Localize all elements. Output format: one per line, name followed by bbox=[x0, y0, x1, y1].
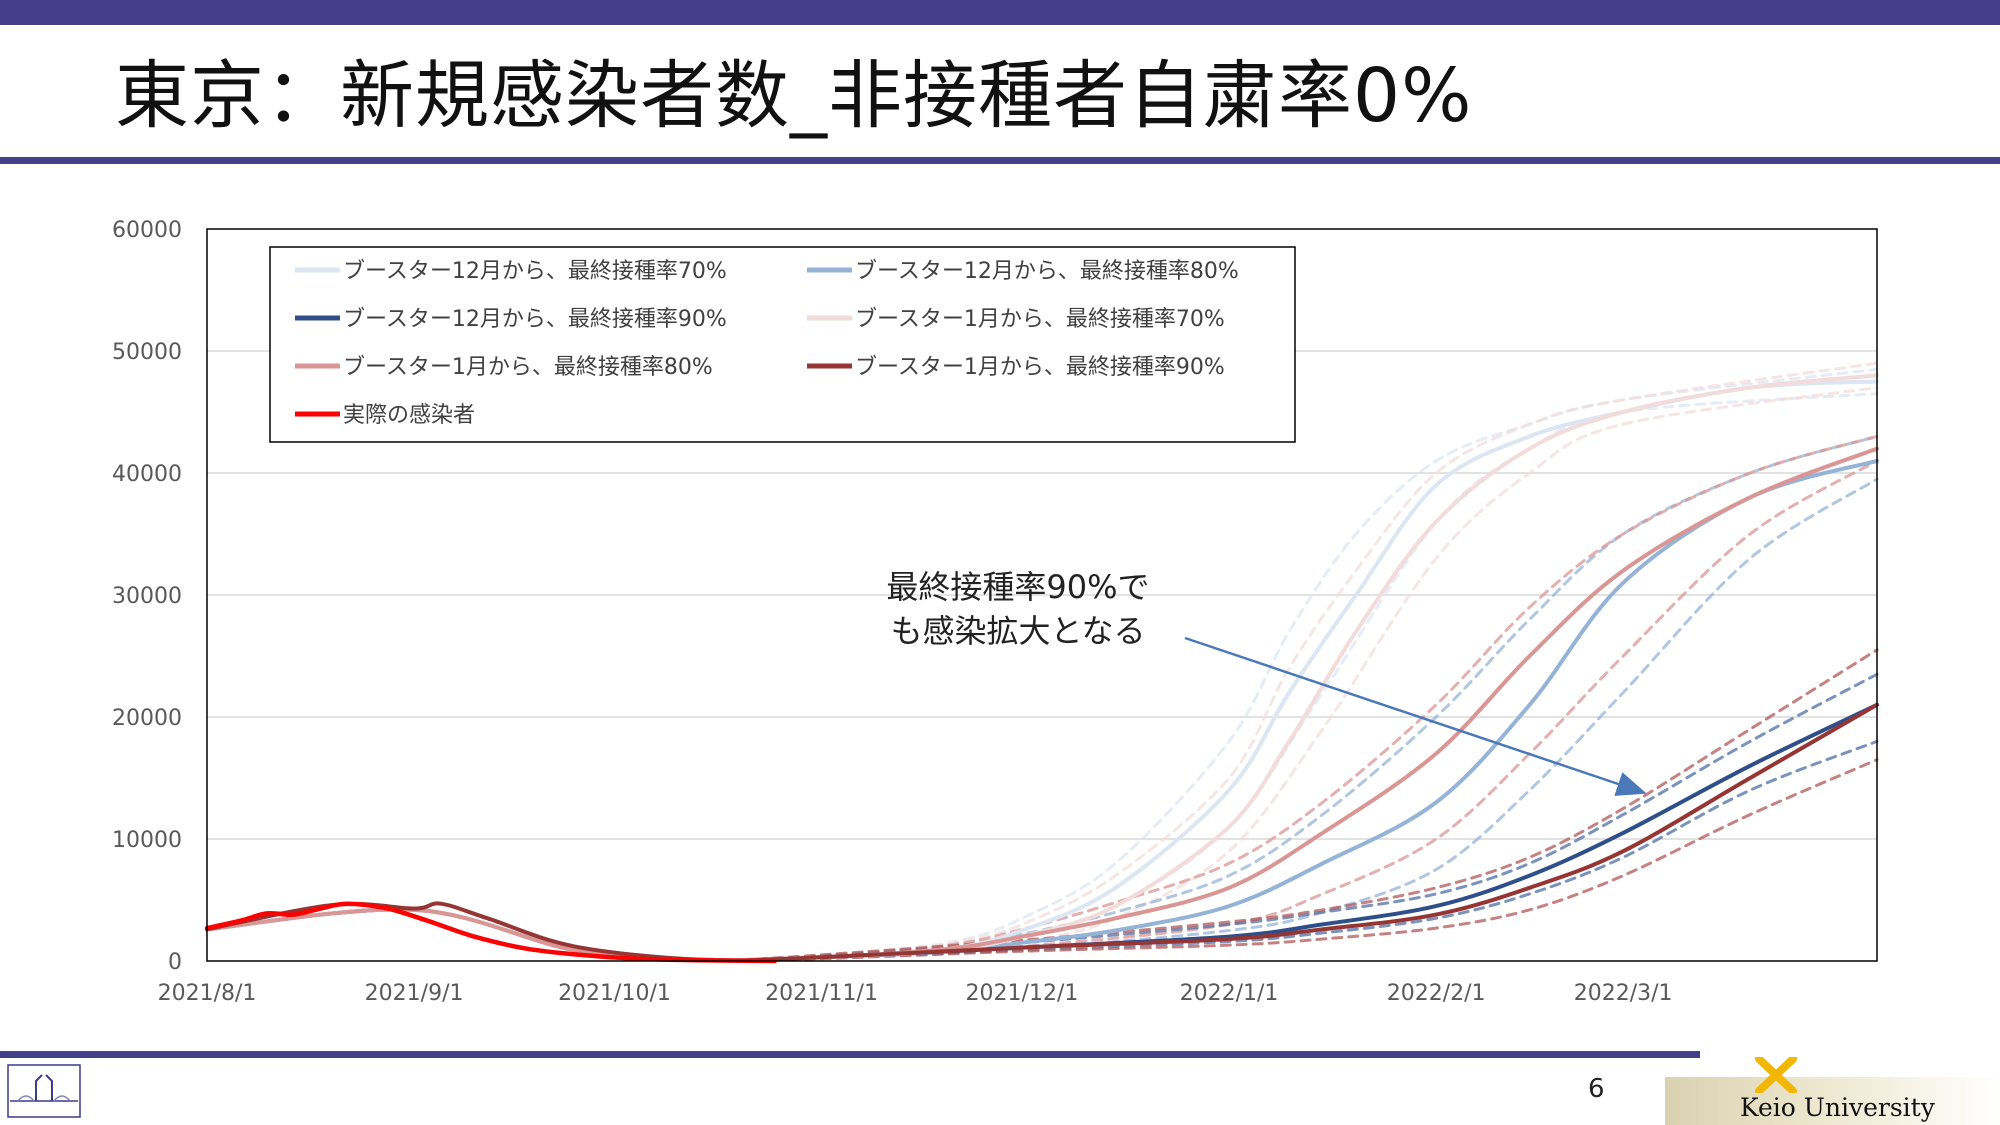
crossed-pens-icon bbox=[1755, 1057, 1797, 1093]
x-tick-label: 2021/8/1 bbox=[158, 981, 257, 1006]
legend-label: ブースター12月から、最終接種率80% bbox=[855, 259, 1239, 284]
x-tick-label: 2022/3/1 bbox=[1574, 981, 1673, 1006]
annotation-line-2: も感染拡大となる bbox=[890, 612, 1145, 650]
legend-label: ブースター1月から、最終接種率80% bbox=[343, 355, 713, 380]
lab-logo-icon bbox=[7, 1064, 81, 1118]
scenario-dashed-line bbox=[739, 739, 1879, 962]
y-tick-label: 10000 bbox=[112, 828, 182, 853]
y-tick-label: 50000 bbox=[112, 340, 182, 365]
legend-label: ブースター12月から、最終接種率70% bbox=[343, 259, 727, 284]
page-title: 東京：新規感染者数_非接種者自粛率0% bbox=[115, 53, 1473, 139]
plot-frame bbox=[206, 228, 1878, 962]
legend-label: ブースター1月から、最終接種率90% bbox=[855, 355, 1225, 380]
legend-label: ブースター12月から、最終接種率90% bbox=[343, 307, 727, 332]
keio-logo: Keio University bbox=[1665, 1057, 2000, 1125]
y-tick-label: 0 bbox=[168, 950, 182, 975]
top-band bbox=[0, 0, 2000, 25]
y-tick-label: 30000 bbox=[112, 584, 182, 609]
x-tick-label: 2022/1/1 bbox=[1180, 981, 1279, 1006]
x-tick-label: 2021/11/1 bbox=[765, 981, 878, 1006]
x-tick-label: 2021/9/1 bbox=[365, 981, 464, 1006]
legend-box bbox=[269, 246, 1296, 443]
line-chart: 0 10000 20000 30000 40000 50000 60000 2021/8/1… bbox=[112, 218, 1879, 1006]
title-divider bbox=[0, 157, 2000, 164]
x-tick-label: 2021/10/1 bbox=[558, 981, 671, 1006]
footer-divider bbox=[0, 1051, 1700, 1058]
x-tick-label: 2021/12/1 bbox=[966, 981, 1079, 1006]
keio-university-wordmark: Keio University bbox=[1740, 1093, 1935, 1122]
annotation-line-1: 最終接種率90%で bbox=[886, 568, 1149, 606]
scenario-dashed-line bbox=[739, 477, 1879, 962]
series-line bbox=[204, 901, 778, 964]
scenario-dashed-line bbox=[739, 758, 1879, 962]
legend: ブースター12月から、最終接種率70% ブースター12月から、最終接種率80% ブー… bbox=[269, 246, 1296, 443]
series-line bbox=[205, 702, 1879, 963]
scenario-dashed-line bbox=[739, 672, 1879, 962]
annotation-arrow bbox=[1184, 636, 1647, 796]
scenario-dashed-line bbox=[739, 648, 1879, 962]
legend-label: 実際の感染者 bbox=[343, 403, 475, 428]
x-tick-label: 2022/2/1 bbox=[1387, 981, 1486, 1006]
page-number: 6 bbox=[1588, 1074, 1605, 1104]
y-tick-label: 40000 bbox=[112, 462, 182, 487]
scenario-dashed-line bbox=[739, 459, 1879, 962]
legend-label: ブースター1月から、最終接種率70% bbox=[855, 307, 1225, 332]
y-tick-label: 20000 bbox=[112, 706, 182, 731]
series-line bbox=[205, 446, 1879, 963]
y-tick-label: 60000 bbox=[112, 218, 182, 243]
